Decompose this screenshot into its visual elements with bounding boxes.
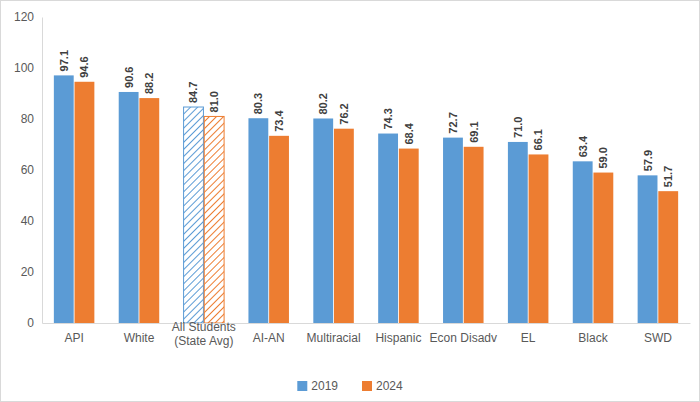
x-tick-label: Multiracial (307, 331, 361, 345)
y-tick: 0 (27, 316, 42, 330)
x-tick: EL (521, 323, 536, 345)
data-label: 74.3 (382, 108, 394, 129)
bar (399, 149, 419, 323)
data-label: 66.1 (532, 129, 544, 150)
y-tick: 20 (21, 265, 42, 279)
bar (529, 154, 549, 323)
y-tick: 60 (21, 163, 42, 177)
data-label: 90.6 (123, 67, 135, 88)
series-bars (54, 75, 658, 323)
bar (573, 161, 593, 323)
x-tick-label: Econ Disadv (430, 331, 497, 345)
data-label: 88.2 (143, 73, 155, 94)
data-label: 68.4 (403, 122, 415, 144)
legend-item: 2019 (297, 379, 338, 393)
series-bars (75, 82, 679, 323)
y-tick-label: 0 (27, 316, 34, 330)
bar (508, 142, 528, 323)
x-tick-label: Black (578, 331, 608, 345)
data-label: 97.1 (58, 50, 70, 71)
bar (313, 118, 333, 323)
data-label: 72.7 (447, 112, 459, 133)
data-label: 94.6 (78, 56, 90, 77)
legend-swatch (362, 381, 372, 391)
data-label: 71.0 (512, 117, 524, 138)
data-label: 73.4 (273, 110, 285, 132)
x-tick-label: AI-AN (253, 331, 285, 345)
data-label: 80.3 (252, 93, 264, 114)
bar (638, 175, 658, 323)
y-tick-label: 120 (14, 10, 34, 24)
bar (139, 98, 159, 323)
bar (204, 116, 224, 323)
data-label: 84.7 (188, 82, 200, 103)
x-tick: White (124, 323, 155, 345)
bar (75, 82, 95, 323)
legend-label: 2024 (376, 379, 403, 393)
bars (54, 75, 678, 323)
x-tick: AI-AN (253, 323, 285, 345)
bar (184, 107, 204, 323)
bar (658, 191, 678, 323)
y-tick: 40 (21, 214, 42, 228)
chart: 0 20 40 60 80 100 120 API White All Students(Stat… (0, 0, 700, 402)
y-axis: 0 20 40 60 80 100 120 (14, 10, 43, 330)
x-tick: All Students(State Avg) (172, 320, 236, 348)
x-tick: Black (578, 323, 608, 345)
x-tick-label: Hispanic (375, 331, 421, 345)
bar (378, 134, 398, 323)
x-tick: Hispanic (375, 323, 421, 345)
legend: 2019 2024 (297, 379, 403, 393)
bar (269, 136, 289, 323)
x-tick-label: API (64, 331, 83, 345)
bar (54, 75, 74, 323)
data-labels: 97.1 90.6 84.7 80.3 80.2 74.3 72.7 71.0 63.4 57.9… (58, 50, 674, 187)
x-axis-line (43, 323, 691, 324)
data-label: 59.0 (597, 147, 609, 168)
x-tick: Multiracial (307, 323, 361, 345)
y-tick-label: 100 (14, 61, 34, 75)
x-tick-label: SWD (644, 331, 672, 345)
bar (443, 138, 463, 323)
chart-border (1, 1, 700, 402)
x-tick-label: White (124, 331, 155, 345)
legend-item: 2024 (362, 379, 403, 393)
data-label: 76.2 (338, 103, 350, 124)
data-label: 51.7 (662, 166, 674, 187)
data-label: 81.0 (208, 91, 220, 112)
legend-swatch (297, 381, 307, 391)
x-tick: Econ Disadv (430, 323, 497, 345)
x-axis: API White All Students(State Avg) AI-AN Mult… (43, 320, 691, 348)
bar (334, 129, 354, 323)
y-tick-label: 40 (21, 214, 35, 228)
x-tick-label: All Students(State Avg) (172, 320, 236, 348)
legend-label: 2019 (311, 379, 338, 393)
y-tick: 100 (14, 61, 42, 75)
bar (119, 92, 139, 323)
data-label: 57.9 (642, 150, 654, 171)
y-tick-label: 80 (21, 112, 35, 126)
y-tick-label: 20 (21, 265, 35, 279)
x-tick-label: EL (521, 331, 536, 345)
data-label: 63.4 (577, 135, 589, 157)
y-axis-line (42, 18, 43, 324)
y-tick: 120 (14, 10, 42, 24)
data-label: 80.2 (317, 93, 329, 114)
bar (464, 147, 484, 323)
x-tick: SWD (644, 323, 672, 345)
bar (593, 173, 613, 323)
bar (248, 118, 268, 323)
y-tick: 80 (21, 112, 42, 126)
data-label: 69.1 (468, 121, 480, 142)
x-tick: API (64, 323, 83, 345)
y-tick-label: 60 (21, 163, 35, 177)
